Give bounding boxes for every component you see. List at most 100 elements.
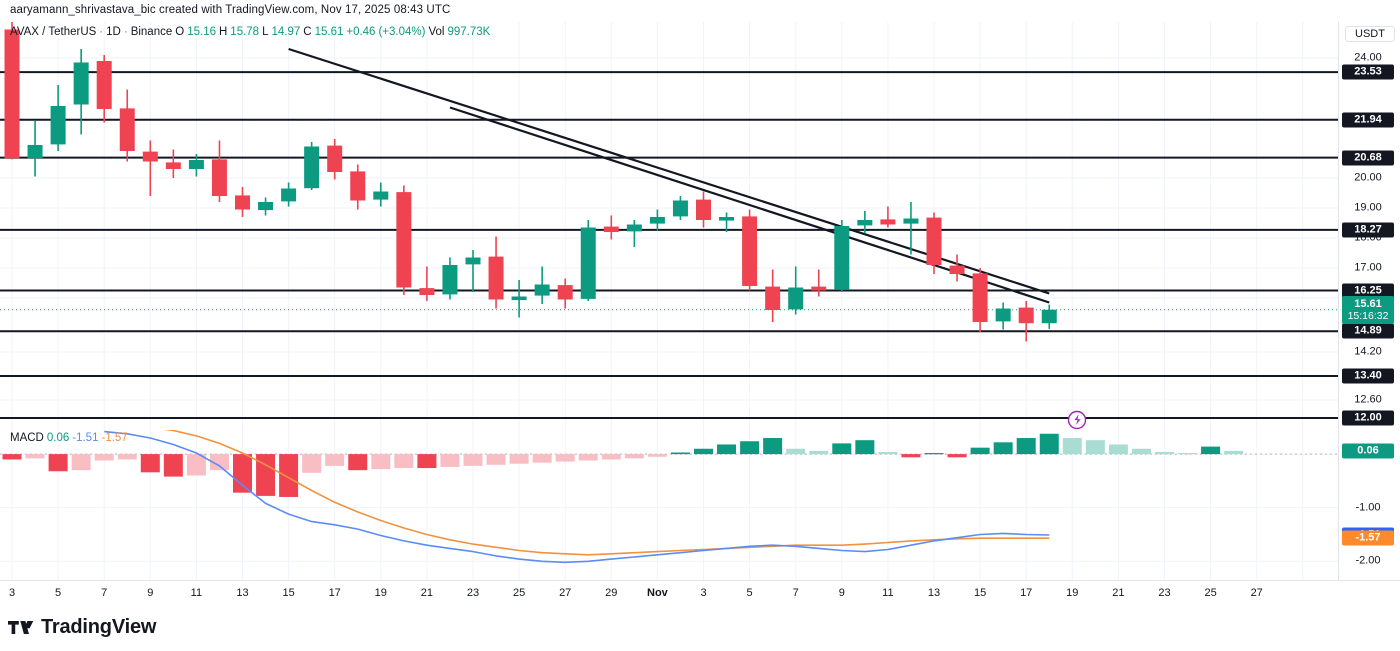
candle bbox=[350, 164, 366, 210]
candle-body bbox=[281, 188, 297, 202]
macd-histogram-bar bbox=[117, 454, 137, 460]
candle-body bbox=[235, 195, 250, 210]
time-axis-tick: 19 bbox=[374, 587, 387, 599]
time-axis-tick: 15 bbox=[282, 587, 295, 599]
candle-body bbox=[534, 284, 550, 296]
candle bbox=[211, 140, 227, 202]
time-axis-tick: 17 bbox=[1020, 587, 1033, 599]
tradingview-wordmark: TradingView bbox=[41, 616, 157, 638]
price-pane[interactable] bbox=[0, 22, 1400, 430]
macd-histogram-bar bbox=[763, 438, 783, 455]
macd-histogram-bar bbox=[717, 444, 737, 455]
macd-histogram-bar bbox=[325, 454, 345, 466]
price-level-badge[interactable]: 13.40 bbox=[1342, 368, 1394, 384]
price-level-badge[interactable]: 21.94 bbox=[1342, 112, 1394, 128]
macd-line bbox=[104, 430, 1050, 564]
time-axis-tick: 9 bbox=[147, 587, 154, 599]
candle bbox=[649, 209, 665, 231]
price-level-badge[interactable]: 18.27 bbox=[1342, 222, 1394, 238]
macd-histogram-bar bbox=[970, 447, 990, 455]
macd-signal-line bbox=[163, 430, 1050, 556]
time-axis-tick: 7 bbox=[792, 587, 799, 599]
macd-histogram-bar bbox=[1131, 448, 1151, 455]
price-level-badge[interactable]: 16.25 bbox=[1342, 283, 1394, 298]
time-axis-tick: 5 bbox=[746, 587, 753, 599]
price-axis-tick: 17.00 bbox=[1354, 261, 1382, 274]
price-axis-tick: 20.00 bbox=[1354, 171, 1382, 184]
chart-canvas[interactable] bbox=[0, 22, 1400, 580]
candle-body bbox=[188, 160, 204, 169]
event-marker-lightning-bolt-icon[interactable] bbox=[1067, 410, 1087, 430]
candle bbox=[580, 220, 596, 301]
candle bbox=[188, 154, 204, 177]
time-axis-tick: 11 bbox=[882, 587, 894, 599]
candle-body bbox=[165, 162, 181, 169]
time-axis-tick: 21 bbox=[1112, 587, 1125, 599]
candle-body bbox=[972, 273, 988, 322]
macd-histogram-bar bbox=[809, 450, 829, 455]
footer-branding: TradingView bbox=[8, 616, 156, 639]
macd-histogram-bar bbox=[25, 454, 45, 459]
macd-histogram-bar bbox=[1201, 446, 1221, 455]
candle-body bbox=[626, 224, 642, 232]
macd-histogram-bar bbox=[163, 454, 183, 477]
macd-signal-badge[interactable]: -1.57 bbox=[1342, 530, 1394, 546]
candle bbox=[50, 85, 66, 151]
time-axis-tick: 19 bbox=[1066, 587, 1079, 599]
candle bbox=[258, 197, 274, 216]
time-axis-tick: 27 bbox=[559, 587, 572, 599]
price-level-badge[interactable]: 20.68 bbox=[1342, 150, 1394, 166]
macd-histogram-bar bbox=[555, 454, 575, 462]
candle bbox=[534, 266, 550, 304]
current-price-badge[interactable]: 15.61 15:16:32 bbox=[1342, 295, 1394, 324]
candle bbox=[235, 187, 250, 217]
macd-histogram-bar bbox=[601, 454, 621, 460]
macd-histogram-bar bbox=[94, 454, 114, 461]
candle bbox=[142, 140, 158, 196]
candle-body bbox=[258, 202, 274, 211]
candle-body bbox=[857, 220, 873, 226]
candle-body bbox=[557, 285, 573, 300]
current-price-value: 15.61 bbox=[1354, 297, 1382, 310]
macd-pane[interactable] bbox=[0, 430, 1400, 580]
macd-histogram-bar bbox=[48, 454, 68, 472]
currency-chip: USDT bbox=[1345, 26, 1395, 42]
price-level-badge[interactable]: 12.00 bbox=[1342, 410, 1394, 426]
candle bbox=[719, 212, 735, 232]
price-level-badge[interactable]: 23.53 bbox=[1342, 64, 1394, 80]
price-axis-tick: 12.60 bbox=[1354, 393, 1382, 406]
candle-body bbox=[995, 308, 1011, 322]
candle-body bbox=[1041, 309, 1057, 324]
candle bbox=[442, 257, 458, 300]
trendline-lower-descending-resistance bbox=[449, 106, 1050, 304]
macd-histogram-bar bbox=[578, 454, 598, 461]
candle bbox=[373, 182, 389, 207]
macd-histogram-bar bbox=[1224, 450, 1244, 455]
price-axis-tick: 19.00 bbox=[1354, 201, 1382, 214]
time-axis-tick: 27 bbox=[1250, 587, 1263, 599]
candle bbox=[304, 142, 320, 190]
time-axis[interactable]: 3 5 7 9 11 13 15 17 19 21 23 25 27 29 Nov 3 5 7 9 11 13 15 17 1… bbox=[0, 580, 1400, 607]
price-level-badge[interactable]: 14.89 bbox=[1342, 323, 1394, 339]
time-axis-tick: 29 bbox=[605, 587, 618, 599]
candle bbox=[73, 49, 89, 135]
candle bbox=[811, 269, 827, 297]
candle bbox=[626, 220, 642, 247]
candle-body bbox=[788, 287, 804, 310]
candle bbox=[96, 55, 112, 123]
lightning-bolt-icon bbox=[1074, 414, 1081, 425]
time-axis-tick: 25 bbox=[512, 587, 526, 599]
candle-body bbox=[488, 256, 504, 300]
trendline-upper-descending-resistance bbox=[288, 47, 1050, 295]
candle bbox=[995, 302, 1011, 330]
macd-histogram-bar bbox=[878, 451, 898, 455]
candle-body bbox=[73, 62, 89, 105]
macd-histogram-badge[interactable]: 0.06 bbox=[1342, 443, 1394, 459]
time-axis-tick: 21 bbox=[420, 587, 434, 599]
attribution-text: aaryamann_shrivastava_bic created with T… bbox=[10, 4, 451, 16]
time-axis-tick: 13 bbox=[927, 587, 941, 599]
time-axis-tick: 9 bbox=[838, 587, 845, 599]
candle-body bbox=[211, 159, 227, 196]
price-axis[interactable]: USDT 24.0020.0019.0018.0017.0016.0014.20… bbox=[1338, 22, 1400, 580]
macd-histogram-bar bbox=[279, 454, 299, 497]
